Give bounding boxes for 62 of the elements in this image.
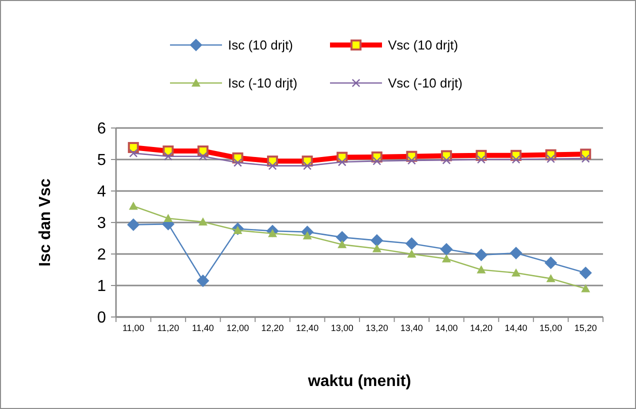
y-tick-label: 2 <box>97 246 106 264</box>
point <box>440 242 453 256</box>
y-axis-title: Isc dan Vsc <box>37 178 54 267</box>
point <box>442 254 451 262</box>
point <box>336 231 348 244</box>
point <box>407 250 416 258</box>
point <box>512 155 520 164</box>
y-tick-label: 4 <box>97 184 106 201</box>
x-tick-label: 14,20 <box>470 323 493 333</box>
point <box>407 156 416 165</box>
point <box>477 155 486 164</box>
y-tick-label: 0 <box>97 310 106 327</box>
point <box>581 284 590 292</box>
y-tick-label: 6 <box>97 120 106 138</box>
point <box>164 214 173 222</box>
legend-label: Isc (-10 drjt) <box>228 76 298 91</box>
legend-label: Isc (10 drjt) <box>228 38 294 53</box>
point <box>338 240 347 248</box>
point <box>370 234 384 247</box>
point <box>372 244 382 252</box>
point <box>474 248 488 262</box>
x-tick-label: 13,40 <box>400 323 423 333</box>
point <box>581 154 590 163</box>
point <box>372 156 382 166</box>
point <box>164 152 172 161</box>
y-tick-label: 5 <box>97 152 106 170</box>
x-tick-label: 13,00 <box>330 323 354 333</box>
point <box>303 162 312 170</box>
x-tick-label: 13,20 <box>366 323 388 333</box>
x-tick-label: 11,00 <box>122 323 144 333</box>
y-tick-label: 3 <box>97 215 106 232</box>
point <box>546 274 556 282</box>
point <box>405 237 418 250</box>
x-tick-label: 12,00 <box>226 323 250 333</box>
point <box>196 274 210 288</box>
point <box>129 148 138 158</box>
point <box>127 218 140 232</box>
legend-label: Vsc (10 drjt) <box>388 38 458 53</box>
x-tick-label: 12,40 <box>296 323 319 333</box>
x-axis-title: waktu (menit) <box>306 373 412 390</box>
point <box>512 268 521 276</box>
point <box>546 154 556 164</box>
x-tick-label: 14,40 <box>504 323 528 333</box>
point <box>476 265 486 274</box>
x-tick-label: 11,40 <box>192 323 214 333</box>
legend-label: Vsc (-10 drjt) <box>388 76 462 91</box>
x-tick-label: 11,20 <box>157 323 180 333</box>
point <box>198 217 208 226</box>
point <box>128 202 138 210</box>
point <box>268 162 277 170</box>
point <box>442 156 451 164</box>
point <box>234 158 242 167</box>
point <box>510 246 522 260</box>
point <box>544 256 558 270</box>
x-tick-label: 12,20 <box>261 323 284 333</box>
point <box>579 266 592 280</box>
y-tick-label: 1 <box>97 278 106 296</box>
x-tick-label: 14,00 <box>435 323 458 333</box>
point <box>198 152 208 161</box>
point <box>338 158 346 166</box>
x-tick-label: 15,00 <box>540 323 562 333</box>
x-tick-label: 15,20 <box>574 323 597 333</box>
